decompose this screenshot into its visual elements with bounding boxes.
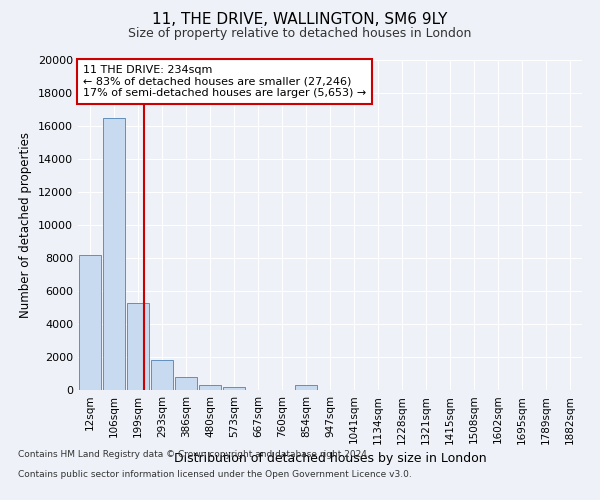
Bar [79,254,101,390]
X-axis label: Distribution of detached houses by size in London: Distribution of detached houses by size … [173,452,487,465]
Bar [295,386,317,390]
Bar [151,360,173,390]
Text: 11 THE DRIVE: 234sqm
← 83% of detached houses are smaller (27,246)
17% of semi-d: 11 THE DRIVE: 234sqm ← 83% of detached h… [83,65,366,98]
Bar [175,377,197,390]
Bar [223,386,245,390]
Text: 11, THE DRIVE, WALLINGTON, SM6 9LY: 11, THE DRIVE, WALLINGTON, SM6 9LY [152,12,448,28]
Text: Contains public sector information licensed under the Open Government Licence v3: Contains public sector information licen… [18,470,412,479]
Bar [127,302,149,390]
Text: Size of property relative to detached houses in London: Size of property relative to detached ho… [128,28,472,40]
Text: Contains HM Land Registry data © Crown copyright and database right 2024.: Contains HM Land Registry data © Crown c… [18,450,370,459]
Y-axis label: Number of detached properties: Number of detached properties [19,132,32,318]
Bar [103,118,125,390]
Bar [199,385,221,390]
